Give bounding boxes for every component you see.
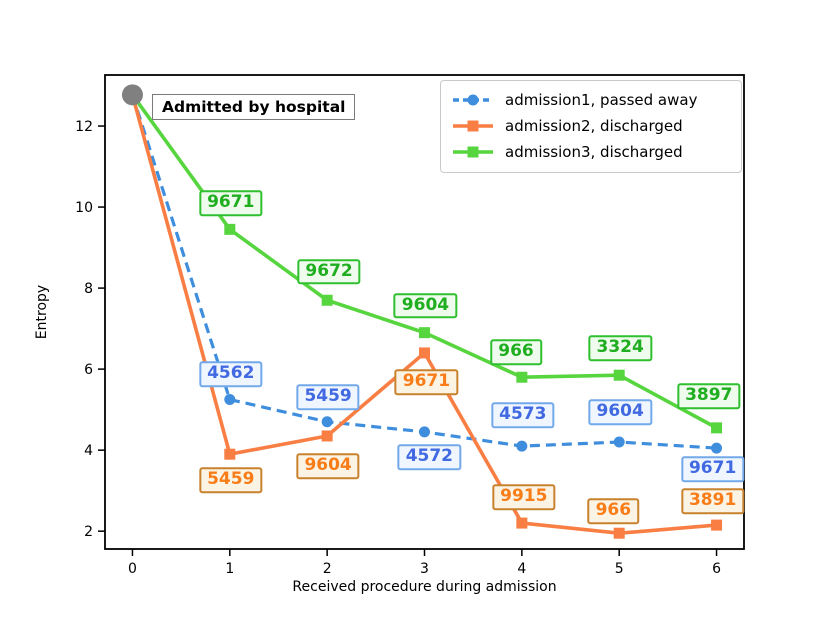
annotation-green: 9604 (393, 293, 458, 319)
series-marker-square (419, 347, 430, 359)
annotation-blue: 5459 (296, 384, 360, 410)
legend-label: admission3, discharged (505, 143, 683, 161)
x-tick-label: 6 (712, 561, 721, 577)
series-marker-circle (516, 440, 528, 452)
annotation-blue: 4562 (199, 361, 263, 387)
annotation-orange: 966 (587, 498, 640, 525)
series-marker-square (613, 369, 625, 381)
legend-sample-blue-line-icon (453, 94, 493, 106)
series-marker-square (516, 517, 528, 529)
x-tick-label: 3 (420, 561, 429, 577)
annotation-blue: 4573 (491, 402, 555, 429)
legend-sample-green-line-icon (453, 146, 493, 158)
legend-row: admission2, discharged (441, 113, 741, 139)
annotation-orange: 5459 (199, 467, 263, 493)
x-tick-label: 0 (128, 561, 137, 577)
series-marker-circle (613, 436, 625, 448)
series-marker-square (321, 294, 333, 306)
annotation-green: 3897 (677, 383, 741, 410)
series-marker-square (224, 223, 236, 235)
series-marker-square (321, 430, 333, 442)
series-marker-circle (419, 426, 430, 438)
series-marker-square (711, 519, 723, 531)
x-axis-label: Received procedure during admission (292, 579, 557, 595)
series-marker-square (613, 527, 625, 539)
legend-row: admission3, discharged (441, 139, 741, 165)
annotation-green: 966 (490, 339, 542, 365)
legend-sample-orange-line-icon (453, 120, 493, 132)
y-tick-label: 8 (84, 281, 93, 297)
start-point-marker (121, 84, 143, 106)
series-marker-circle (224, 394, 236, 406)
annotation-orange: 9915 (492, 484, 556, 510)
annotation-green: 9671 (199, 190, 263, 216)
y-tick-label: 4 (84, 443, 93, 459)
x-tick-label: 5 (615, 561, 624, 577)
y-axis-label: Entropy (34, 284, 50, 340)
series-marker-square (224, 448, 236, 460)
legend: admission1, passed away admission2, disch… (440, 80, 742, 173)
annotation-blue: 4572 (397, 444, 462, 470)
annotation-orange: 9671 (394, 369, 459, 395)
annotation-orange: 3891 (680, 488, 745, 514)
annotation-green: 9672 (297, 259, 361, 285)
y-tick-label: 10 (75, 200, 93, 216)
y-tick-label: 12 (75, 119, 93, 135)
y-tick-label: 6 (84, 362, 93, 378)
legend-label: admission1, passed away (505, 91, 698, 109)
series-marker-square (711, 422, 723, 434)
y-tick-label: 2 (84, 524, 93, 540)
x-tick-label: 4 (517, 561, 526, 577)
series-marker-circle (321, 416, 333, 428)
x-tick-label: 2 (323, 561, 332, 577)
legend-label: admission2, discharged (505, 117, 683, 135)
annotation-blue: 9671 (680, 456, 745, 482)
legend-row: admission1, passed away (441, 87, 741, 113)
admitted-by-hospital-box: Admitted by hospital (152, 94, 356, 120)
annotation-orange: 9604 (296, 453, 360, 480)
series-marker-square (516, 371, 528, 383)
annotation-blue: 9604 (588, 399, 652, 425)
series-marker-circle (711, 442, 723, 454)
annotation-green: 3324 (588, 335, 652, 361)
x-tick-label: 1 (225, 561, 234, 577)
series-marker-square (419, 327, 430, 339)
